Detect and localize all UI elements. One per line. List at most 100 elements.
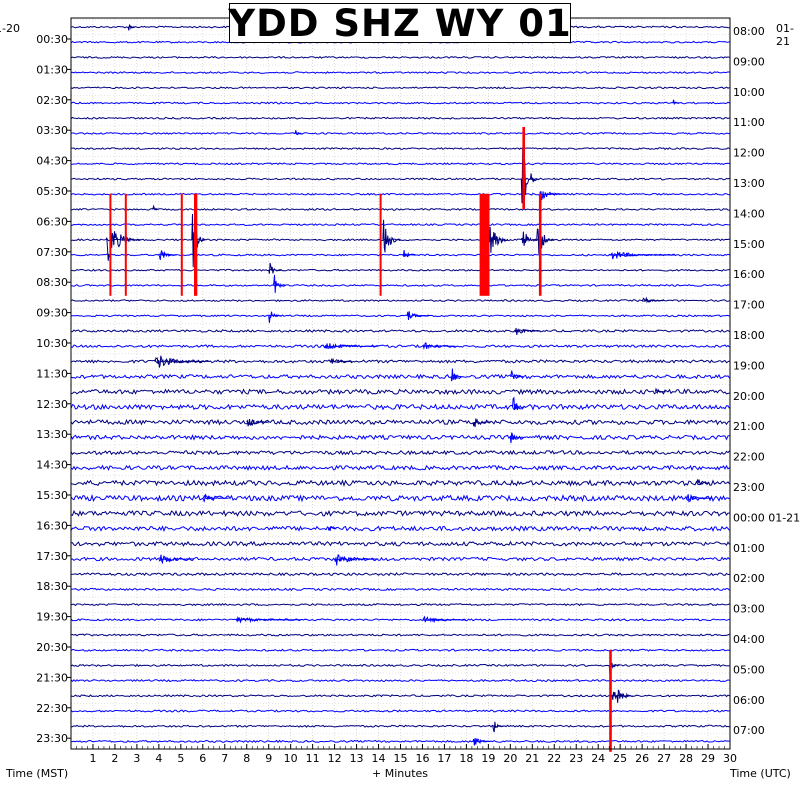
trace-line xyxy=(70,283,730,287)
event-waveform xyxy=(509,432,524,444)
x-tick-label: 29 xyxy=(701,752,715,765)
trace-line xyxy=(70,268,730,272)
x-tick-label: 1 xyxy=(89,752,96,765)
x-tick-label: 23 xyxy=(569,752,583,765)
x-tick-label: 21 xyxy=(525,752,539,765)
left-time-label: 03:30 xyxy=(36,124,68,137)
event-waveform xyxy=(151,204,159,211)
event-waveform xyxy=(422,342,456,351)
left-time-label: 05:30 xyxy=(36,185,68,198)
event-waveform xyxy=(472,737,491,746)
trace-line xyxy=(70,223,730,227)
trace-line xyxy=(70,708,730,713)
right-time-label: 12:00 xyxy=(733,147,765,160)
left-time-label: 08:30 xyxy=(36,276,68,289)
event-waveform xyxy=(450,368,462,382)
x-tick-label: 30 xyxy=(723,752,737,765)
event-waveform xyxy=(510,370,524,380)
right-time-label: 09:00 xyxy=(733,55,765,68)
right-time-labels: 08:00 09:00 10:00 11:00 12:00 13:00 14:00 15:00… xyxy=(733,25,800,737)
x-tick-label: 24 xyxy=(591,752,605,765)
event-waveform xyxy=(696,478,710,486)
clipped-signal xyxy=(124,193,127,296)
event-waveform xyxy=(611,689,634,703)
x-axis-label: + Minutes xyxy=(372,767,428,780)
trace-line xyxy=(70,238,730,242)
trace-line xyxy=(70,116,730,121)
event-waveform xyxy=(191,213,205,268)
event-waveform xyxy=(268,311,282,323)
event-waveform xyxy=(520,231,539,246)
x-tick-label: 4 xyxy=(155,752,162,765)
start-date-text: 01-20 xyxy=(0,22,20,35)
x-tick-label: 7 xyxy=(221,752,228,765)
trace-line xyxy=(70,344,730,349)
event-waveform xyxy=(268,262,282,274)
left-time-label: 12:30 xyxy=(36,398,68,411)
event-waveform xyxy=(246,419,269,427)
x-tick-label: 10 xyxy=(284,752,298,765)
x-tick-label: 3 xyxy=(133,752,140,765)
x-tick-label: 9 xyxy=(265,752,272,765)
x-tick-label: 11 xyxy=(306,752,320,765)
right-time-label: 01:00 xyxy=(733,542,765,555)
right-time-label: 22:00 xyxy=(733,451,765,464)
right-time-label: 05:00 xyxy=(733,663,765,676)
right-time-label: 20:00 xyxy=(733,390,765,403)
trace-line xyxy=(70,494,730,503)
left-time-label: 11:30 xyxy=(36,367,68,380)
x-tick-label: 27 xyxy=(657,752,671,765)
trace-line xyxy=(70,71,730,75)
right-time-label: 08:00 xyxy=(733,25,765,38)
right-time-label: 00:00 01-21 xyxy=(733,511,800,524)
event-waveform xyxy=(538,191,565,201)
event-waveform xyxy=(334,554,379,566)
right-time-label: 19:00 xyxy=(733,359,765,372)
x-tick-label: 25 xyxy=(613,752,627,765)
event-waveform xyxy=(154,355,210,368)
right-time-label: 13:00 xyxy=(733,177,765,190)
event-waveform xyxy=(158,250,177,261)
event-waveform xyxy=(641,296,664,304)
grid xyxy=(71,18,730,749)
x-tick-label: 18 xyxy=(459,752,473,765)
right-axis-label: Time (UTC) xyxy=(729,767,791,780)
event-waveform xyxy=(672,99,680,106)
right-time-label: 16:00 xyxy=(733,268,765,281)
event-waveform xyxy=(382,219,401,253)
event-waveform xyxy=(327,526,337,532)
right-time-label: 04:00 xyxy=(733,633,765,646)
clipped-signal xyxy=(479,193,490,296)
trace-line xyxy=(70,449,730,456)
trace-line xyxy=(70,329,730,333)
left-time-label: 04:30 xyxy=(36,155,68,168)
x-tick-label: 14 xyxy=(372,752,386,765)
clipped-signal xyxy=(379,193,382,296)
left-time-label: 15:30 xyxy=(36,489,68,502)
event-waveform xyxy=(685,494,713,503)
trace-line xyxy=(70,192,730,196)
trace-line xyxy=(70,403,730,411)
event-waveform xyxy=(654,387,666,395)
trace-line xyxy=(70,299,730,303)
trace-line xyxy=(70,147,730,151)
right-time-label: 21:00 xyxy=(733,420,765,433)
right-time-label: 17:00 xyxy=(733,299,765,312)
left-time-label: 18:30 xyxy=(36,580,68,593)
trace-line xyxy=(70,540,730,547)
chart-title: YDD SHZ WY 01 xyxy=(228,1,572,45)
trace-line xyxy=(70,678,730,683)
left-axis-label: Time (MST) xyxy=(5,767,68,780)
trace-line xyxy=(70,101,730,105)
left-time-labels: 00:30 01:30 02:30 03:30 04:30 05:30 06:30 07:30… xyxy=(36,33,71,745)
trace-line xyxy=(70,464,730,472)
x-tick-label: 13 xyxy=(350,752,364,765)
x-tick-label: 8 xyxy=(243,752,250,765)
x-tick-label: 6 xyxy=(199,752,206,765)
left-time-label: 20:30 xyxy=(36,641,68,654)
start-date-label: 01-20 xyxy=(0,22,20,35)
event-waveform xyxy=(512,396,526,411)
clipped-signals xyxy=(109,127,612,752)
right-time-label: 23:00 xyxy=(733,481,765,494)
